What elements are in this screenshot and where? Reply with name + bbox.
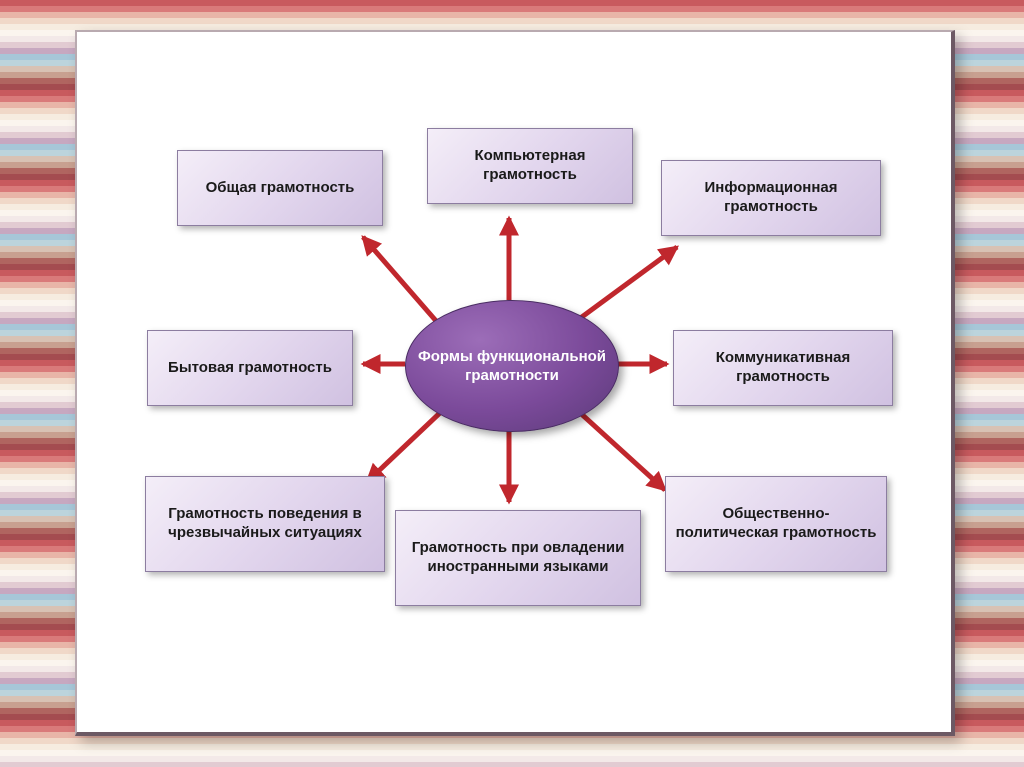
center-node-label: Формы функциональной грамотности [406,347,618,386]
node-general: Общая грамотность [177,150,383,226]
mindmap-diagram: Формы функциональной грамотности Общая гр… [77,32,951,732]
node-label: Компьютерная грамотность [434,147,626,185]
slide-frame: Формы функциональной грамотности Общая гр… [75,30,955,736]
node-political: Общественно-политическая грамотность [665,476,887,572]
node-comm: Коммуникативная грамотность [673,330,893,406]
node-label: Общественно-политическая грамотность [672,505,880,543]
node-label: Коммуникативная грамотность [680,349,886,387]
arrow-info [575,247,677,322]
center-node: Формы функциональной грамотности [405,300,619,432]
arrow-general [363,237,437,322]
arrow-political [577,410,665,490]
node-info: Информационная грамотность [661,160,881,236]
node-emerg: Грамотность поведения в чрезвычайных сит… [145,476,385,572]
node-label: Информационная грамотность [668,179,874,217]
node-domestic: Бытовая грамотность [147,330,353,406]
node-label: Грамотность поведения в чрезвычайных сит… [152,505,378,543]
node-label: Грамотность при овладении иностранными я… [402,539,634,577]
node-computer: Компьютерная грамотность [427,128,633,204]
arrow-emerg [367,410,443,482]
node-label: Общая грамотность [206,179,355,198]
node-label: Бытовая грамотность [168,359,332,378]
node-foreign: Грамотность при овладении иностранными я… [395,510,641,606]
